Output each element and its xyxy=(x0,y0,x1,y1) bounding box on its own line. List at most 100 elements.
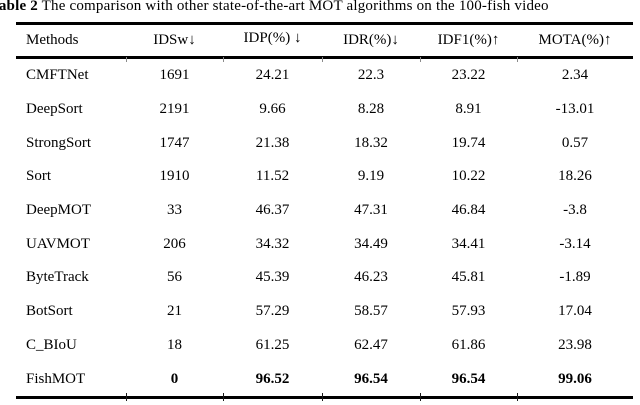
table-row: UAVMOT 206 34.32 34.49 34.41 -3.14 xyxy=(16,227,633,261)
cell-idf1: 10.22 xyxy=(451,168,486,185)
cell-idf1: 61.86 xyxy=(451,336,486,353)
table-caption-text: The comparison with other state-of-the-a… xyxy=(37,0,549,14)
col-header-idsw: IDSw↓ xyxy=(126,24,223,58)
cell-idf1: 57.93 xyxy=(451,303,486,320)
cell-method: CMFTNet xyxy=(26,67,89,84)
table-caption-label: Table 2 xyxy=(0,0,38,14)
cell-idr: 18.32 xyxy=(354,134,388,151)
cell-method: StrongSort xyxy=(26,134,92,151)
cell-idsw: 18 xyxy=(167,336,182,353)
cell-mota: -1.89 xyxy=(559,269,591,286)
cell-method: UAVMOT xyxy=(26,235,90,252)
cell-idp: 45.39 xyxy=(255,269,290,286)
cell-idp: 57.29 xyxy=(255,303,290,320)
col-header-mota: MOTA(%)↑ xyxy=(517,24,633,58)
cell-idp: 34.32 xyxy=(255,235,290,252)
cell-idr: 58.57 xyxy=(354,303,388,320)
rule-tick xyxy=(126,57,127,62)
cell-mota: -13.01 xyxy=(555,101,595,118)
cell-idsw: 206 xyxy=(163,235,186,252)
cell-idp: 9.66 xyxy=(259,101,286,118)
cell-idsw: 56 xyxy=(167,269,182,286)
rule-tick xyxy=(420,392,421,401)
cell-idr: 47.31 xyxy=(354,202,388,219)
table-row: ByteTrack 56 45.39 46.23 45.81 -1.89 xyxy=(16,261,633,295)
cell-method: DeepSort xyxy=(26,101,83,118)
cell-idp: 11.52 xyxy=(255,168,290,185)
cell-idsw: 1691 xyxy=(159,67,190,84)
cell-idp: 61.25 xyxy=(255,336,290,353)
col-header-idr: IDR(%)↓ xyxy=(322,24,420,58)
results-table: Methods IDSw↓ IDP(%) ↓ IDR(%)↓ IDF1(%)↑ … xyxy=(16,22,633,399)
cell-idr: 62.47 xyxy=(354,336,388,353)
cell-method: Sort xyxy=(26,168,52,185)
rule-tick xyxy=(223,57,224,62)
col-header-idf1-label: IDF1(%)↑ xyxy=(437,32,500,48)
cell-idf1: 45.81 xyxy=(451,269,486,286)
cell-idp: 46.37 xyxy=(255,202,290,219)
cell-idsw: 2191 xyxy=(159,101,190,118)
table-row: FishMOT 0 96.52 96.54 96.54 99.06 xyxy=(16,362,633,397)
col-header-idp: IDP(%) ↓ xyxy=(223,24,322,58)
cell-idf1: 96.54 xyxy=(451,370,486,387)
cell-mota: 23.98 xyxy=(558,336,592,353)
cell-mota: 2.34 xyxy=(561,67,589,84)
col-header-idsw-label: IDSw↓ xyxy=(153,32,196,48)
cell-idp: 96.52 xyxy=(255,370,290,387)
rule-tick xyxy=(322,57,323,62)
rule-tick xyxy=(517,392,518,401)
table-caption: Table 2 The comparison with other state-… xyxy=(0,0,549,15)
cell-idf1: 19.74 xyxy=(451,134,486,151)
cell-mota: 18.26 xyxy=(558,168,592,185)
cell-method: BotSort xyxy=(26,303,73,320)
cell-idr: 22.3 xyxy=(357,67,385,84)
table-row: CMFTNet 1691 24.21 22.3 23.22 2.34 xyxy=(16,58,633,93)
cell-mota: 17.04 xyxy=(558,303,592,320)
cell-idr: 96.54 xyxy=(354,370,388,387)
table-body: CMFTNet 1691 24.21 22.3 23.22 2.34 DeepS… xyxy=(16,58,633,398)
table-row: Sort 1910 11.52 9.19 10.22 18.26 xyxy=(16,160,633,194)
results-table-wrap: Methods IDSw↓ IDP(%) ↓ IDR(%)↓ IDF1(%)↑ … xyxy=(16,22,633,401)
cell-method: ByteTrack xyxy=(26,269,89,286)
cell-idf1: 46.84 xyxy=(451,202,486,219)
cell-idp: 24.21 xyxy=(255,67,290,84)
table-row: BotSort 21 57.29 58.57 57.93 17.04 xyxy=(16,295,633,329)
cell-idsw: 33 xyxy=(167,202,182,219)
table-row: DeepMOT 33 46.37 47.31 46.84 -3.8 xyxy=(16,194,633,228)
cell-mota: -3.8 xyxy=(563,202,587,219)
cell-idr: 34.49 xyxy=(354,235,388,252)
cell-method: FishMOT xyxy=(26,370,86,387)
header-row: Methods IDSw↓ IDP(%) ↓ IDR(%)↓ IDF1(%)↑ … xyxy=(16,24,633,58)
col-header-methods-label: Methods xyxy=(26,32,79,48)
cell-idr: 8.28 xyxy=(357,101,385,118)
cell-idf1: 23.22 xyxy=(451,67,486,84)
col-header-mota-label: MOTA(%)↑ xyxy=(538,32,612,48)
cell-idp: 21.38 xyxy=(255,134,290,151)
rule-tick xyxy=(420,57,421,62)
rule-tick xyxy=(322,392,323,401)
table-row: C_BIoU 18 61.25 62.47 61.86 23.98 xyxy=(16,329,633,363)
col-header-idf1: IDF1(%)↑ xyxy=(420,24,517,58)
cell-mota: 0.57 xyxy=(561,134,589,151)
rule-tick xyxy=(517,57,518,62)
cell-idf1: 34.41 xyxy=(451,235,486,252)
rule-tick xyxy=(223,392,224,401)
cell-idr: 46.23 xyxy=(354,269,388,286)
table-row: DeepSort 2191 9.66 8.28 8.91 -13.01 xyxy=(16,93,633,127)
cell-mota: -3.14 xyxy=(559,235,591,252)
cell-idsw: 1747 xyxy=(159,134,190,151)
cell-method: C_BIoU xyxy=(26,336,77,353)
cell-idsw: 0 xyxy=(170,370,179,387)
col-header-idp-label: IDP(%) ↓ xyxy=(243,30,302,46)
cell-mota: 99.06 xyxy=(558,370,592,387)
table-row: StrongSort 1747 21.38 18.32 19.74 0.57 xyxy=(16,126,633,160)
cell-idf1: 8.91 xyxy=(455,101,482,118)
cell-idr: 9.19 xyxy=(357,168,385,185)
col-header-idr-label: IDR(%)↓ xyxy=(343,32,399,48)
rule-tick xyxy=(126,392,127,401)
table-header: Methods IDSw↓ IDP(%) ↓ IDR(%)↓ IDF1(%)↑ … xyxy=(16,24,633,58)
cell-idsw: 21 xyxy=(167,303,182,320)
col-header-methods: Methods xyxy=(16,24,126,58)
cell-method: DeepMOT xyxy=(26,202,91,219)
